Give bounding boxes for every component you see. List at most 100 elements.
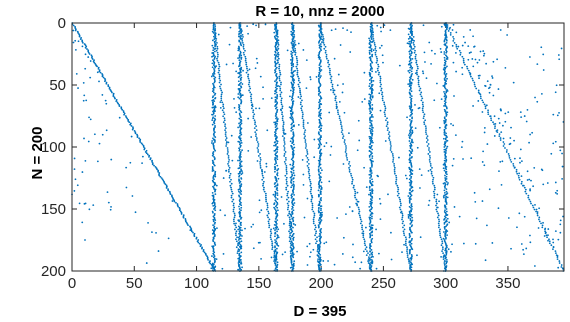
nonzero-point: [308, 176, 311, 179]
nonzero-point: [302, 113, 304, 116]
nonzero-point: [141, 155, 144, 158]
nonzero-point: [238, 260, 241, 262]
nonzero-point: [273, 53, 276, 56]
nonzero-point: [213, 35, 215, 38]
nonzero-point: [317, 94, 320, 96]
nonzero-point: [213, 235, 216, 238]
nonzero-point: [290, 123, 293, 126]
nonzero-point: [118, 116, 121, 119]
nonzero-point: [320, 181, 323, 184]
x-tick-label: 50: [126, 275, 143, 292]
nonzero-point: [293, 125, 295, 128]
nonzero-point: [235, 226, 238, 229]
nonzero-point: [376, 59, 379, 62]
nonzero-point: [369, 46, 372, 49]
nonzero-point: [215, 184, 218, 187]
nonzero-point: [409, 188, 411, 191]
nonzero-point: [410, 82, 413, 84]
nonzero-point: [381, 97, 384, 100]
nonzero-point: [238, 35, 240, 38]
nonzero-point: [283, 137, 286, 139]
nonzero-point: [211, 30, 214, 33]
nonzero-point: [520, 160, 523, 163]
nonzero-point: [455, 43, 458, 46]
nonzero-point: [276, 164, 279, 167]
nonzero-point: [211, 119, 214, 122]
nonzero-point: [371, 188, 374, 191]
nonzero-point: [241, 94, 244, 96]
nonzero-point: [533, 265, 536, 267]
nonzero-point: [293, 50, 295, 53]
nonzero-point: [130, 125, 133, 127]
nonzero-point: [406, 254, 409, 257]
nonzero-point: [461, 73, 464, 76]
nonzero-point: [143, 148, 146, 151]
nonzero-point: [401, 251, 403, 254]
nonzero-point: [274, 246, 276, 249]
nonzero-point: [123, 113, 125, 116]
nonzero-point: [107, 85, 110, 88]
nonzero-point: [411, 216, 414, 219]
nonzero-point: [262, 182, 265, 185]
nonzero-point: [461, 66, 464, 69]
nonzero-point: [277, 51, 280, 54]
nonzero-point: [395, 176, 398, 179]
nonzero-point: [238, 59, 241, 62]
nonzero-point: [278, 79, 281, 82]
nonzero-point: [238, 182, 241, 184]
nonzero-point: [177, 205, 179, 208]
nonzero-point: [250, 97, 253, 100]
nonzero-point: [317, 90, 320, 93]
nonzero-point: [318, 126, 320, 129]
nonzero-point: [440, 238, 443, 241]
nonzero-point: [294, 39, 296, 42]
nonzero-point: [316, 250, 319, 253]
nonzero-point: [311, 202, 314, 205]
nonzero-point: [275, 247, 278, 250]
nonzero-point: [444, 172, 447, 174]
nonzero-point: [429, 162, 432, 165]
nonzero-point: [346, 29, 349, 32]
nonzero-point: [99, 71, 102, 74]
nonzero-point: [319, 37, 322, 40]
nonzero-point: [371, 89, 374, 91]
nonzero-point: [317, 41, 320, 44]
nonzero-point: [212, 256, 215, 259]
nonzero-point: [370, 77, 373, 80]
nonzero-point: [311, 208, 314, 211]
nonzero-point: [212, 211, 214, 214]
nonzero-point: [314, 224, 317, 227]
nonzero-point: [305, 143, 307, 145]
nonzero-point: [429, 157, 431, 159]
nonzero-point: [320, 213, 323, 216]
nonzero-point: [82, 99, 85, 102]
nonzero-point: [239, 237, 242, 240]
nonzero-point: [237, 80, 240, 83]
nonzero-point: [273, 256, 275, 259]
nonzero-point: [407, 70, 410, 72]
nonzero-point: [309, 180, 312, 183]
x-tick-label: 200: [309, 275, 334, 292]
nonzero-point: [428, 159, 431, 161]
nonzero-point: [293, 35, 296, 38]
nonzero-point: [296, 69, 299, 72]
nonzero-point: [292, 177, 295, 180]
nonzero-point: [461, 140, 464, 143]
nonzero-point: [83, 137, 85, 140]
nonzero-point: [212, 220, 215, 223]
nonzero-point: [444, 105, 447, 107]
nonzero-point: [317, 226, 320, 229]
nonzero-point: [211, 52, 214, 54]
nonzero-point: [213, 122, 216, 125]
nonzero-point: [320, 143, 323, 146]
nonzero-point: [246, 67, 248, 70]
nonzero-point: [369, 143, 371, 146]
nonzero-point: [222, 177, 225, 179]
nonzero-point: [290, 196, 293, 199]
nonzero-point: [410, 113, 412, 116]
nonzero-point: [369, 170, 372, 173]
nonzero-point: [431, 166, 433, 169]
nonzero-point: [407, 33, 410, 36]
nonzero-point: [275, 41, 278, 44]
nonzero-point: [278, 63, 281, 66]
